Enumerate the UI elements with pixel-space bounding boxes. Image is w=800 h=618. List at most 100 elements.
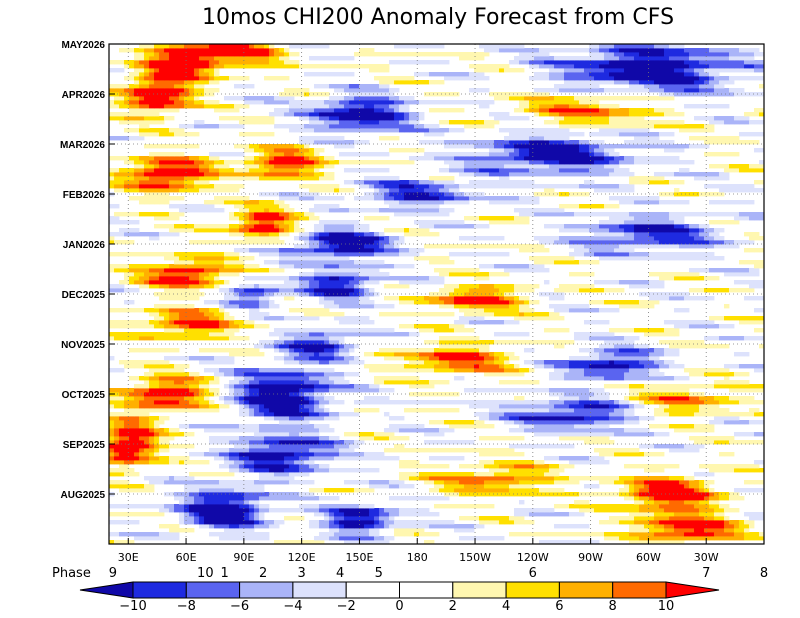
field-cell xyxy=(634,488,640,493)
field-cell xyxy=(209,492,215,497)
field-cell xyxy=(749,400,755,405)
field-cell xyxy=(734,288,740,293)
field-cell xyxy=(244,480,250,485)
field-cell xyxy=(284,472,290,477)
field-cell xyxy=(714,416,720,421)
field-cell xyxy=(459,324,465,329)
field-cell xyxy=(399,508,405,513)
field-cell xyxy=(139,452,145,457)
field-cell xyxy=(659,508,665,513)
field-cell xyxy=(304,468,310,473)
field-cell xyxy=(344,456,350,461)
field-cell xyxy=(639,432,645,437)
field-cell xyxy=(459,360,465,365)
field-cell xyxy=(349,432,355,437)
field-cell xyxy=(369,540,375,544)
field-cell xyxy=(199,396,205,401)
field-cell xyxy=(349,348,355,353)
field-cell xyxy=(649,520,655,525)
field-cell xyxy=(129,396,135,401)
field-cell xyxy=(219,304,225,309)
field-cell xyxy=(364,364,370,369)
field-cell xyxy=(489,388,495,393)
field-cell xyxy=(144,324,150,329)
field-cell xyxy=(704,480,710,485)
field-cell xyxy=(699,396,705,401)
field-cell xyxy=(249,444,255,449)
field-cell xyxy=(514,468,520,473)
field-cell xyxy=(219,452,225,457)
field-cell xyxy=(719,464,725,469)
field-cell xyxy=(614,532,620,537)
field-cell xyxy=(334,444,340,449)
field-cell xyxy=(204,452,210,457)
field-cell xyxy=(329,496,335,501)
field-cell xyxy=(119,368,125,373)
field-cell xyxy=(369,432,375,437)
field-cell xyxy=(124,324,130,329)
field-cell xyxy=(609,404,615,409)
field-cell xyxy=(564,388,570,393)
field-cell xyxy=(154,336,160,341)
field-cell xyxy=(269,440,275,445)
field-cell xyxy=(714,400,720,405)
field-cell xyxy=(634,464,640,469)
field-cell xyxy=(349,304,355,309)
field-cell xyxy=(724,524,730,529)
field-cell xyxy=(254,400,260,405)
field-cell xyxy=(164,460,170,465)
field-cell xyxy=(634,336,640,341)
field-cell xyxy=(429,356,435,361)
field-cell xyxy=(114,452,120,457)
field-cell xyxy=(304,464,310,469)
field-cell xyxy=(389,448,395,453)
field-cell xyxy=(454,288,460,293)
field-cell xyxy=(589,364,595,369)
field-cell xyxy=(149,384,155,389)
field-cell xyxy=(619,328,625,333)
field-cell xyxy=(239,504,245,509)
field-cell xyxy=(454,304,460,309)
field-cell xyxy=(494,468,500,473)
field-cell xyxy=(264,492,270,497)
field-cell xyxy=(444,488,450,493)
field-cell xyxy=(209,452,215,457)
field-cell xyxy=(574,456,580,461)
field-cell xyxy=(179,316,185,321)
field-cell xyxy=(194,480,200,485)
field-cell xyxy=(699,520,705,525)
field-cell xyxy=(304,336,310,341)
field-cell xyxy=(404,380,410,385)
field-cell xyxy=(729,528,735,533)
field-cell xyxy=(494,352,500,357)
field-cell xyxy=(344,432,350,437)
field-cell xyxy=(684,508,690,513)
field-cell xyxy=(549,296,555,301)
field-cell xyxy=(424,356,430,361)
field-cell xyxy=(294,376,300,381)
field-cell xyxy=(119,472,125,477)
field-cell xyxy=(734,388,740,393)
field-cell xyxy=(234,320,240,325)
field-cell xyxy=(519,472,525,477)
field-cell xyxy=(594,424,600,429)
field-cell xyxy=(544,360,550,365)
field-cell xyxy=(149,448,155,453)
field-cell xyxy=(239,440,245,445)
field-cell xyxy=(704,512,710,517)
field-cell xyxy=(164,320,170,325)
field-cell xyxy=(124,440,130,445)
field-cell xyxy=(354,412,360,417)
field-cell xyxy=(614,520,620,525)
field-cell xyxy=(324,468,330,473)
field-cell xyxy=(634,524,640,529)
field-cell xyxy=(514,464,520,469)
field-cell xyxy=(449,524,455,529)
field-cell xyxy=(619,520,625,525)
field-cell xyxy=(464,488,470,493)
field-cell xyxy=(649,504,655,509)
field-cell xyxy=(554,312,560,317)
field-cell xyxy=(359,524,365,529)
field-cell xyxy=(749,288,755,293)
field-cell xyxy=(684,448,690,453)
